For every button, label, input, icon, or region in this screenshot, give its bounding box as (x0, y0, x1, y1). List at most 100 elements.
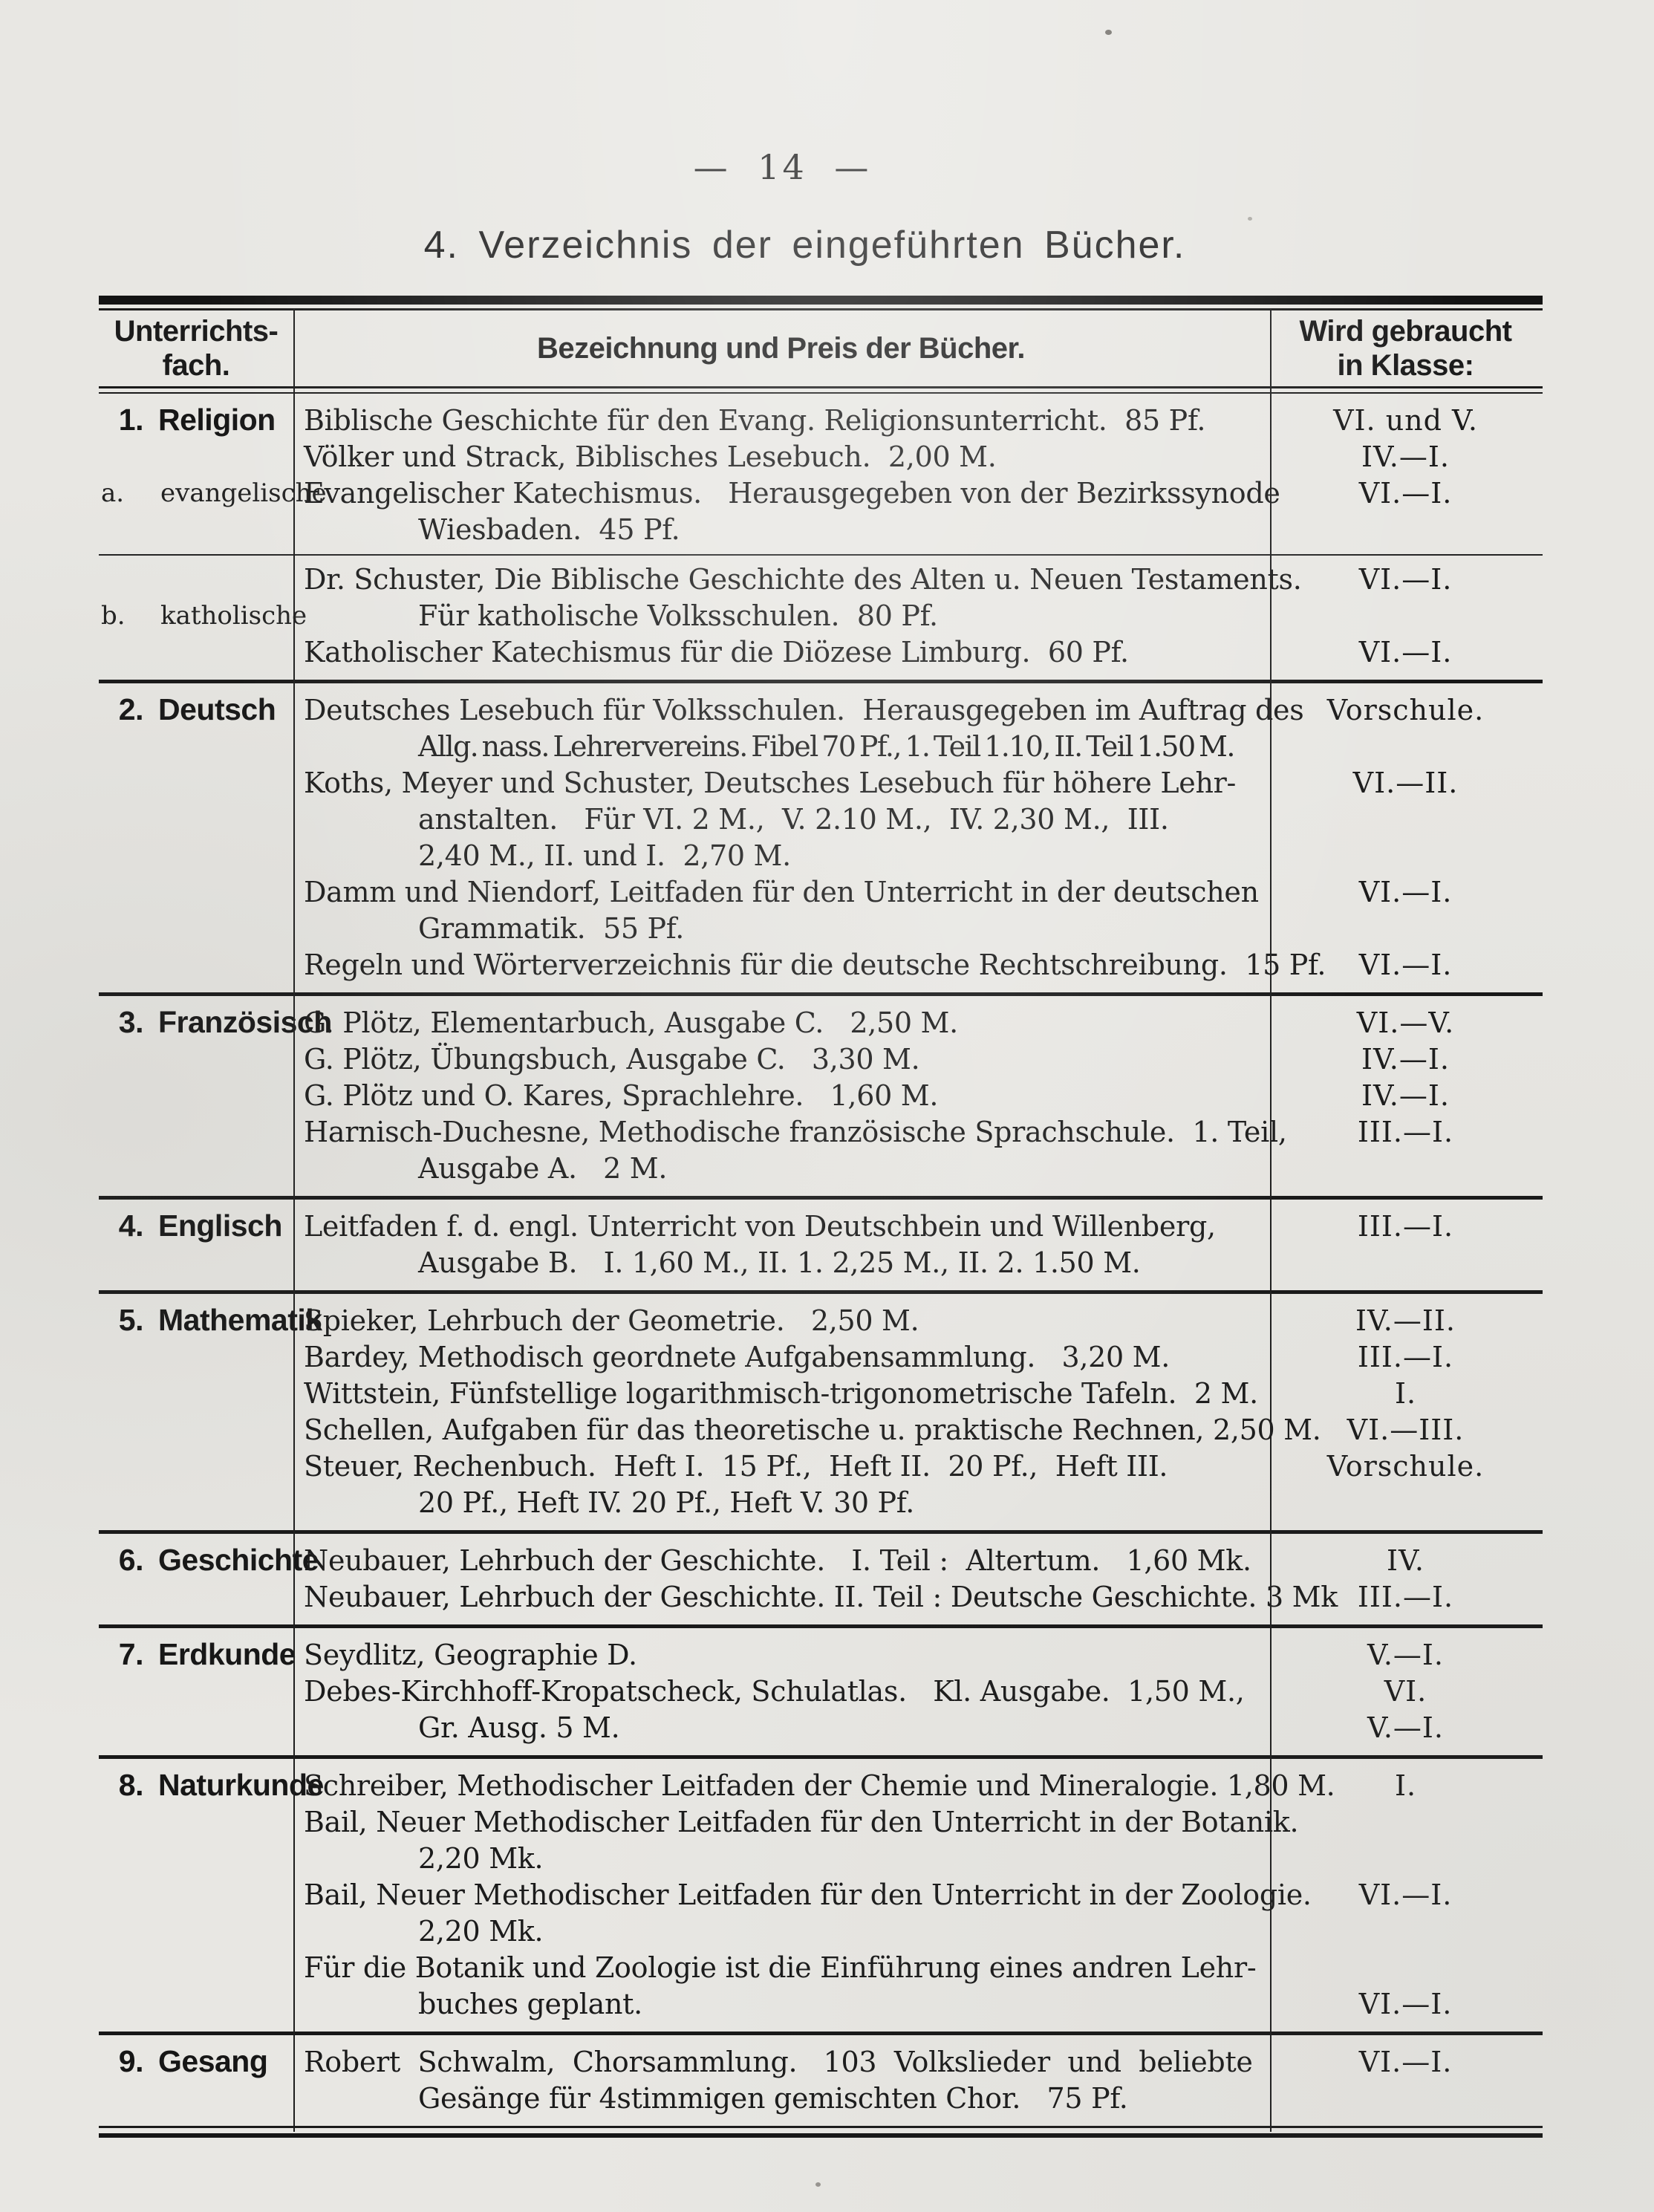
book-title: Bail, Neuer Methodischer Leitfaden für d… (304, 1878, 1312, 1911)
book-title: Wittstein, Fünfstellige logarithmisch-tr… (304, 1376, 1258, 1410)
section-name: Naturkunde (158, 1768, 324, 1802)
scan-speck (1248, 217, 1252, 221)
page-title: 4. Verzeichnis der eingeführten Bücher. (423, 224, 1186, 267)
section-name: Mathematik (158, 1303, 322, 1337)
book-title-continuation: 2,20 Mk. (418, 1841, 544, 1875)
book-row: 3. Französisch G. Plötz, Elementarbuch, A… (99, 1004, 1543, 1041)
book-title: Biblische Geschichte für den Evang. Reli… (304, 403, 1206, 437)
book-title-continuation: Wiesbaden. 45 Pf. (418, 513, 680, 546)
book-title-continuation: 2,20 Mk. (418, 1914, 544, 1948)
book-row: 5. Mathematik Spieker, Lehrbuch der Geome… (99, 1302, 1543, 1338)
section-label: 8. Naturkunde (99, 1768, 325, 1803)
book-row: G. Plötz und O. Kares, Sprachlehre. 1,60… (99, 1077, 1543, 1113)
sublabel-evangelische: a. evangelische (99, 478, 327, 508)
subject-cell: 2. Deutsch (99, 692, 293, 727)
book-row: 1. Religion Biblische Geschichte für den … (99, 402, 1543, 438)
class-range: III.—I. (1357, 1340, 1454, 1373)
book-title: Bardey, Methodisch geordnete Aufgabensam… (304, 1340, 1171, 1373)
table-bottom-rule-thick (99, 2133, 1543, 2138)
section-number: 4. (118, 1209, 144, 1243)
class-range: V.—I. (1367, 1638, 1444, 1671)
sublabel-katholische: b. katholische (99, 601, 307, 631)
section-number: 6. (118, 1543, 144, 1577)
page-number: — 14 — (693, 147, 872, 187)
section-erdkunde: 7. Erdkunde Seydlitz, Geographie D. V.—I.… (99, 1628, 1543, 1759)
table-top-bar (99, 296, 1543, 305)
section-number: 1. (118, 403, 144, 437)
class-range: III.—I. (1357, 1209, 1454, 1243)
class-range: IV.—I. (1361, 1079, 1450, 1112)
book-row: Völker und Strack, Biblisches Lesebuch. … (99, 438, 1543, 475)
class-range: VI.—V. (1356, 1006, 1455, 1039)
section-number: 3. (118, 1005, 144, 1039)
book-title-continuation: Für katholische Volksschulen. 80 Pf. (418, 599, 938, 632)
subject-cell: 1. Religion (99, 403, 293, 437)
book-row: 2. Deutsch Deutsches Lesebuch für Volkssc… (99, 692, 1543, 728)
class-range: VI.—I. (1358, 2045, 1453, 2078)
subject-cell: b. katholische (99, 601, 307, 631)
section-name: Englisch (158, 1209, 282, 1243)
class-range: IV.—II. (1355, 1304, 1456, 1337)
sub-section-rule (99, 554, 1543, 556)
class-range: III.—I. (1357, 1580, 1454, 1613)
section-englisch: 4. Englisch Leitfaden f. d. engl. Unterri… (99, 1200, 1543, 1294)
book-row: Koths, Meyer und Schuster, Deutsches Les… (99, 764, 1543, 801)
header-subject-line2: fach. (162, 349, 230, 382)
book-title: Seydlitz, Geographie D. (304, 1638, 637, 1671)
section-name: Religion (158, 403, 276, 437)
section-gesang: 9. Gesang Robert Schwalm, Chorsammlung. 1… (99, 2035, 1543, 2126)
book-row: 7. Erdkunde Seydlitz, Geographie D. V.—I. (99, 1636, 1543, 1673)
section-label: 3. Französisch (99, 1005, 332, 1040)
book-title: G. Plötz, Elementarbuch, Ausgabe C. 2,50… (304, 1006, 958, 1039)
book-row: Bardey, Methodisch geordnete Aufgabensam… (99, 1338, 1543, 1375)
header-bottom-rule (99, 386, 1543, 394)
book-row: Katholischer Katechismus für die Diözese… (99, 634, 1543, 670)
book-title: Neubauer, Lehrbuch der Geschichte. II. T… (304, 1580, 1338, 1613)
section-number: 7. (118, 1637, 144, 1671)
book-row: 6. Geschichte Neubauer, Lehrbuch der Gesc… (99, 1542, 1543, 1578)
header-books: Bezeichnung und Preis der Bücher. (537, 332, 1025, 365)
book-title-continuation: anstalten. Für VI. 2 M., V. 2.10 M., IV.… (418, 802, 1169, 836)
scan-speck (815, 2182, 821, 2187)
class-range: VI.—III. (1347, 1413, 1465, 1446)
book-title-continuation: Grammatik. 55 Pf. (418, 911, 684, 945)
class-range: I. (1394, 1376, 1417, 1410)
header-classes-line1: Wird gebraucht (1299, 315, 1513, 348)
header-classes-line2: in Klasse: (1337, 349, 1474, 382)
book-row: Gr. Ausg. 5 M. V.—I. (99, 1709, 1543, 1746)
section-label: 2. Deutsch (99, 692, 276, 727)
class-range: VI.—II. (1352, 766, 1459, 799)
book-row: a. evangelische Evangelischer Katechismus… (99, 475, 1543, 511)
book-title-continuation: buches geplant. (418, 1987, 642, 2020)
subject-cell: 5. Mathematik (99, 1303, 322, 1338)
class-range: Vorschule. (1326, 693, 1485, 726)
book-row: 9. Gesang Robert Schwalm, Chorsammlung. 1… (99, 2043, 1543, 2080)
header-subject: Unterrichts- fach. (99, 314, 293, 383)
book-row: Bail, Neuer Methodischer Leitfaden für d… (99, 1876, 1543, 1913)
book-title: Bail, Neuer Methodischer Leitfaden für d… (304, 1805, 1299, 1838)
book-title: Deutsches Lesebuch für Volksschulen. Her… (304, 693, 1304, 726)
sublabel-name: katholische (160, 600, 307, 631)
book-row: Schellen, Aufgaben für das theoretische … (99, 1411, 1543, 1448)
book-title-continuation: Allg. nass. Lehrervereins. Fibel 70 Pf.,… (418, 729, 1235, 763)
class-range: IV.—I. (1361, 440, 1450, 473)
section-label: 5. Mathematik (99, 1303, 322, 1338)
section-label: 7. Erdkunde (99, 1637, 296, 1672)
book-row: 2,20 Mk. (99, 1840, 1543, 1876)
book-title: G. Plötz, Übungsbuch, Ausgabe C. 3,30 M. (304, 1042, 920, 1076)
section-name: Französisch (158, 1005, 332, 1039)
section-label: 4. Englisch (99, 1209, 283, 1243)
book-row: Für die Botanik und Zoologie ist die Ein… (99, 1949, 1543, 1985)
class-range: V.—I. (1367, 1711, 1444, 1744)
scan-speck (1105, 30, 1112, 35)
book-title: Damm und Niendorf, Leitfaden für den Unt… (304, 875, 1259, 908)
subject-cell: 7. Erdkunde (99, 1637, 296, 1672)
book-title: Neubauer, Lehrbuch der Geschichte. I. Te… (304, 1543, 1251, 1577)
class-range: VI.—I. (1358, 875, 1453, 908)
class-range: VI.—I. (1358, 476, 1453, 510)
book-title: Steuer, Rechenbuch. Heft I. 15 Pf., Heft… (304, 1449, 1168, 1483)
section-geschichte: 6. Geschichte Neubauer, Lehrbuch der Gesc… (99, 1534, 1543, 1628)
book-row: buches geplant. VI.—I. (99, 1985, 1543, 2022)
book-row: Neubauer, Lehrbuch der Geschichte. II. T… (99, 1578, 1543, 1615)
book-title: Völker und Strack, Biblisches Lesebuch. … (304, 440, 997, 473)
